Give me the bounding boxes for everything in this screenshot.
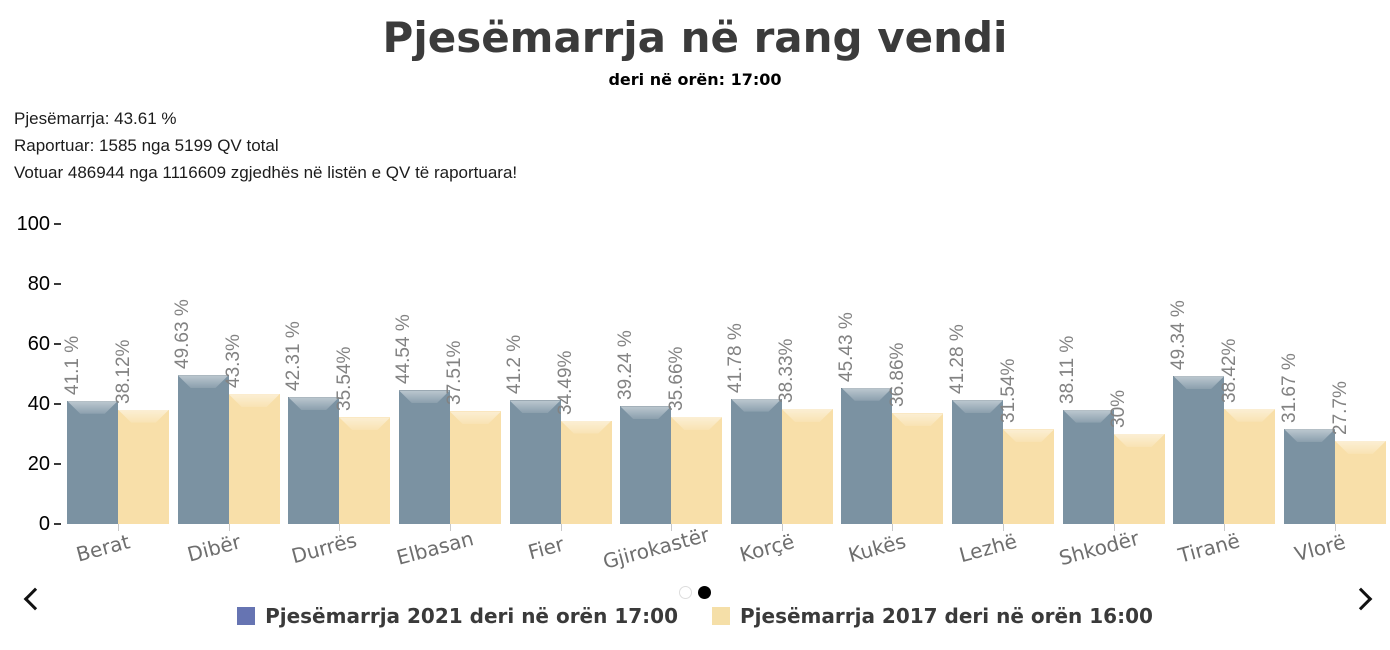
legend-item-2017: Pjesëmarrja 2017 deri në orën 16:00 <box>712 604 1153 628</box>
bar-2021 <box>1173 375 1225 524</box>
bar-2021 <box>841 387 893 524</box>
bar-value-label: 30% <box>1108 389 1130 428</box>
bar-value-label: 34.49% <box>555 350 577 415</box>
summary-participation: Pjesëmarrja: 43.61 % <box>14 109 177 128</box>
x-axis-tick <box>339 524 341 531</box>
legend-label: Pjesëmarrja 2017 deri në orën 16:00 <box>740 604 1153 628</box>
summary-voted: Votuar 486944 nga 1116609 zgjedhës në li… <box>14 163 518 182</box>
x-axis-tick <box>560 524 562 531</box>
y-axis-label: 0 <box>38 513 50 535</box>
bar-2021 <box>67 400 118 524</box>
y-axis-tick <box>54 403 61 405</box>
bar-value-label: 35.66% <box>665 346 687 412</box>
bar-2017 <box>449 411 501 524</box>
pagination-dots <box>0 586 1390 599</box>
x-axis-tick <box>671 524 673 531</box>
bar-value-label: 49.63 % <box>172 299 194 370</box>
bar-value-label: 38.11 % <box>1057 335 1079 404</box>
bar-value-label: 39.24 % <box>614 330 636 401</box>
y-axis-tick <box>54 283 61 285</box>
x-axis-tick <box>1224 524 1226 531</box>
y-axis-label: 40 <box>27 393 50 415</box>
bar-value-label: 38.42% <box>1218 338 1240 403</box>
legend-swatch-icon <box>237 607 256 625</box>
y-axis-label: 60 <box>27 333 50 355</box>
bar-value-label: 44.54 % <box>393 314 415 385</box>
x-axis-tick <box>1113 524 1115 531</box>
legend-item-2021: Pjesëmarrja 2021 deri në orën 17:00 <box>237 604 678 628</box>
page-title: Pjesëmarrja në rang vendi <box>382 13 1008 62</box>
bar-value-label: 31.54% <box>997 358 1019 424</box>
bar-value-label: 42.31 % <box>282 321 304 392</box>
bar-2021 <box>1284 428 1336 524</box>
x-axis-tick <box>228 524 230 531</box>
bar-value-label: 43.3% <box>223 334 245 389</box>
bar-value-label: 45.43 % <box>835 311 857 382</box>
chevron-right-icon[interactable] <box>1346 584 1376 614</box>
bar-value-label: 41.1 % <box>61 335 83 395</box>
bar-value-label: 31.67 % <box>1278 353 1300 423</box>
y-axis-tick <box>54 343 61 345</box>
bar-2021 <box>288 397 340 524</box>
bar-2021 <box>620 406 672 524</box>
bar-2021 <box>398 390 450 524</box>
bar-2021 <box>509 400 561 524</box>
bar-value-label: 41.78 % <box>725 322 747 393</box>
bar-2017 <box>1335 440 1387 524</box>
bar-2021 <box>730 398 782 524</box>
bar-2017 <box>781 409 833 524</box>
bar-value-label: 41.2 % <box>504 335 526 395</box>
bar-value-label: 41.28 % <box>946 324 968 395</box>
y-axis-tick <box>54 463 61 465</box>
y-axis-tick <box>54 223 61 225</box>
bar-value-label: 27.7% <box>1329 381 1351 435</box>
bar-2017 <box>1224 408 1276 524</box>
x-axis-tick <box>449 524 451 531</box>
x-axis-tick <box>1003 524 1005 531</box>
pagination-dot-2[interactable] <box>698 586 711 599</box>
legend-label: Pjesëmarrja 2021 deri në orën 17:00 <box>265 604 678 628</box>
bar-2021 <box>952 400 1004 524</box>
bar-2017 <box>228 394 280 524</box>
bar-2017 <box>1113 434 1165 524</box>
x-axis-tick <box>892 524 894 531</box>
bar-2021 <box>1062 409 1114 524</box>
x-axis-tick <box>118 524 119 531</box>
bar-2017 <box>1003 429 1055 524</box>
bar-value-label: 49.34 % <box>1167 300 1189 370</box>
bar-2017 <box>118 409 169 524</box>
chart-legend: Pjesëmarrja 2021 deri në orën 17:00 Pjesë… <box>0 604 1390 628</box>
chart-header: Pjesëmarrja në rang vendi deri në orën: … <box>0 0 1390 90</box>
bar-chart: 0 20 40 60 80 100 41.1 % 38.12% Berat 49.63 % 43.3… <box>0 206 1390 578</box>
bar-value-label: 38.12% <box>112 339 134 404</box>
chart-footer: Pjesëmarrja 2021 deri në orën 17:00 Pjesë… <box>0 580 1390 642</box>
bar-2017 <box>560 420 612 524</box>
y-axis-label: 80 <box>27 273 50 295</box>
y-axis-label: 100 <box>16 213 50 235</box>
chart-subtitle: deri në orën: 17:00 <box>608 70 782 89</box>
summary-block: Pjesëmarrja: 43.61 % Raportuar: 1585 nga… <box>14 105 1390 186</box>
bar-value-label: 35.54% <box>333 346 355 412</box>
bar-value-label: 36.86% <box>886 342 908 408</box>
x-axis-tick <box>1335 524 1337 531</box>
chevron-right-glyph <box>1349 587 1373 611</box>
legend-swatch-icon <box>712 607 730 625</box>
x-axis-tick <box>781 524 783 531</box>
bar-2017 <box>339 417 391 524</box>
bar-value-label: 37.51% <box>444 341 466 406</box>
bar-2017 <box>671 417 723 524</box>
pagination-dot-1[interactable] <box>679 586 692 599</box>
bar-2021 <box>177 375 229 524</box>
bar-2017 <box>892 413 944 524</box>
bar-value-label: 38.33% <box>776 338 798 403</box>
y-axis-label: 20 <box>27 453 50 475</box>
y-axis-tick <box>54 523 61 525</box>
summary-reported: Raportuar: 1585 nga 5199 QV total <box>14 136 279 155</box>
